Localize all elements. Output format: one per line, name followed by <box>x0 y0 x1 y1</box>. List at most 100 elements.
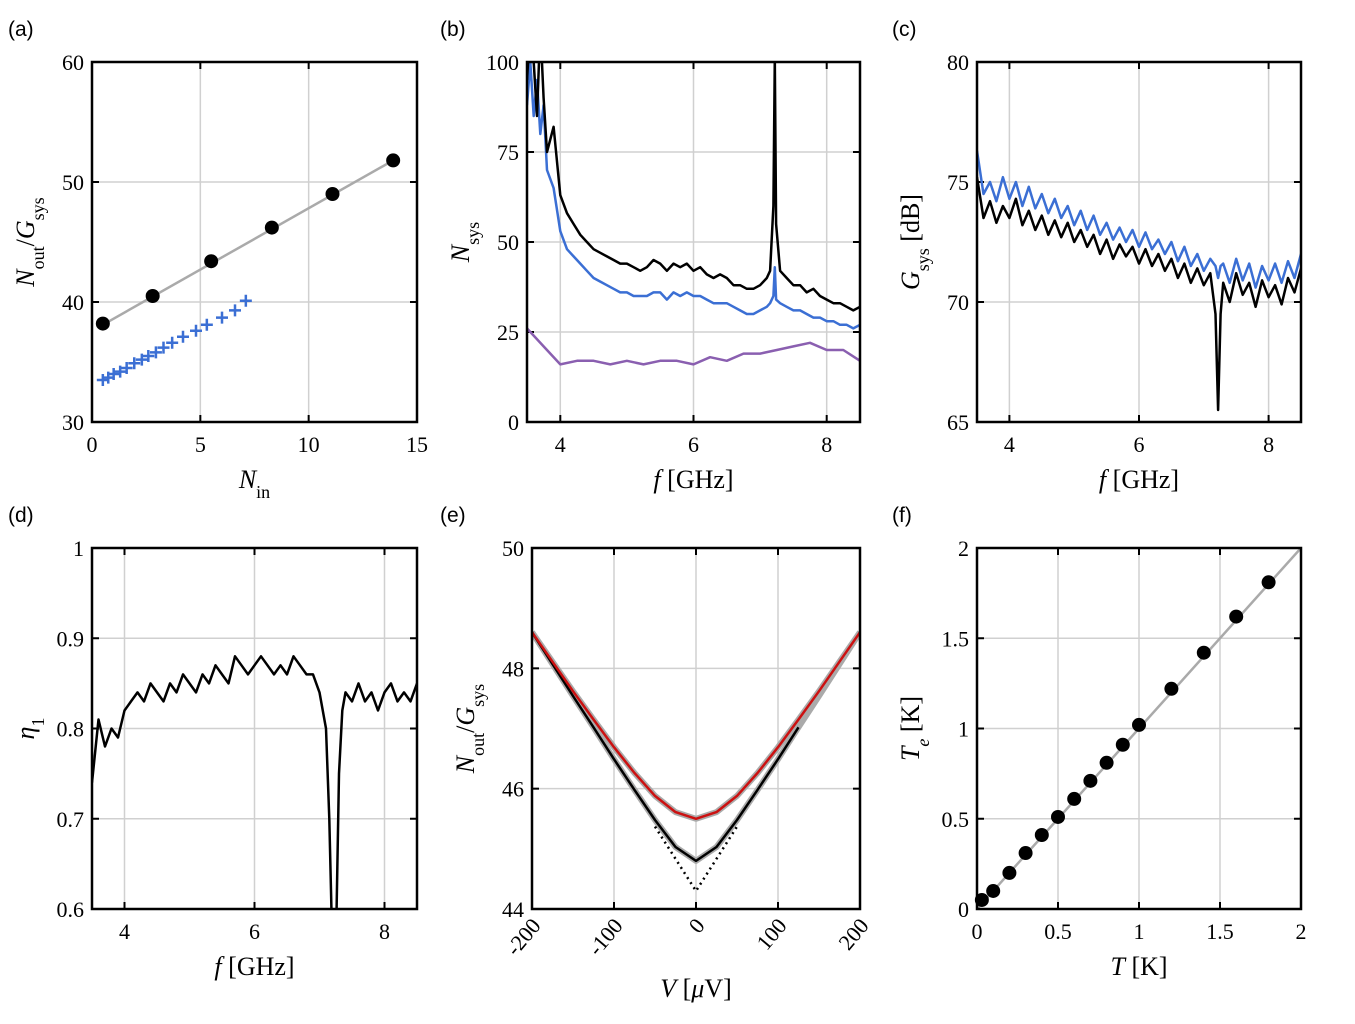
y-tick-label: 80 <box>947 50 969 75</box>
data-point <box>128 357 141 370</box>
y-tick-label: 40 <box>62 290 84 315</box>
x-tick-label: 0 <box>972 919 983 944</box>
label-part: G <box>11 220 40 239</box>
x-tick-label: 6 <box>1134 432 1145 457</box>
label-part: V <box>660 974 679 1003</box>
x-tick-label: 200 <box>833 913 873 954</box>
label-part: f <box>1099 465 1110 494</box>
label-part: N <box>238 465 258 494</box>
label-part: / <box>11 238 40 246</box>
y-tick-label: 1 <box>958 717 969 742</box>
plot-area <box>977 150 1301 412</box>
axes-frame <box>90 60 419 424</box>
data-point <box>974 892 989 907</box>
y-tick-label: 50 <box>497 230 519 255</box>
y-axis-label: Gsys [dB] <box>896 194 933 290</box>
x-axis-label: V [μV] <box>660 974 732 1003</box>
x-tick-label: 10 <box>298 432 320 457</box>
label-part: out <box>468 733 488 756</box>
label-part: [dB] <box>896 194 925 248</box>
data-point <box>1164 681 1179 696</box>
data-point <box>1018 846 1033 861</box>
label-part: sys <box>913 248 933 271</box>
label-part: G <box>896 271 925 290</box>
panel-1: (b) 4 6 8 0 25 50 75 100 f [GHz] Nsys <box>440 18 862 494</box>
label-part: η <box>11 727 40 740</box>
data-point <box>177 330 189 343</box>
x-tick-label: 15 <box>406 432 428 457</box>
data-point <box>1034 827 1049 842</box>
y-tick-label: 1 <box>73 536 84 561</box>
data-point <box>157 341 170 354</box>
data-point <box>1196 645 1211 660</box>
y-tick-label: 75 <box>497 140 519 165</box>
y-tick-label: 0.5 <box>942 807 970 832</box>
series-line <box>527 62 860 330</box>
y-tick-label: 44 <box>502 897 524 922</box>
axes-frame <box>525 60 862 424</box>
y-tick-label: 65 <box>947 410 969 435</box>
series-line <box>527 62 860 312</box>
data-point <box>107 368 120 380</box>
panel-label: (e) <box>440 504 466 527</box>
x-tick-label: 4 <box>555 432 566 457</box>
axes-frame <box>530 546 862 911</box>
label-part: μ <box>690 974 704 1003</box>
x-tick-label: 8 <box>821 432 832 457</box>
y-axis-label: η1 <box>11 718 48 740</box>
label-part: sys <box>468 684 488 707</box>
data-point <box>149 346 162 359</box>
x-axis-label: f [GHz] <box>214 952 294 981</box>
data-point <box>166 336 179 349</box>
panel-label: (a) <box>8 18 34 41</box>
data-point <box>1099 755 1114 770</box>
label-part: N <box>446 243 475 263</box>
panel-label: (d) <box>8 504 34 527</box>
label-part: T <box>896 745 925 761</box>
panel-3: (d)4 6 80.60.70.80.91f [GHz]η1 <box>8 504 419 981</box>
data-point <box>986 883 1001 898</box>
label-part: G <box>451 707 480 726</box>
label-part: [K] <box>896 696 925 739</box>
y-axis-label: Nsys <box>446 222 483 263</box>
data-point <box>264 220 279 235</box>
y-tick-label: 60 <box>62 50 84 75</box>
x-axis-label: f [GHz] <box>653 465 733 494</box>
data-point <box>142 350 155 362</box>
x-tick-label: 1 <box>1134 919 1145 944</box>
x-tick-label: 4 <box>119 919 130 944</box>
series-line <box>532 631 800 863</box>
y-tick-label: 50 <box>62 170 84 195</box>
series-line <box>527 327 860 366</box>
x-tick-label: 2 <box>1296 919 1307 944</box>
label-part: sys <box>28 197 48 220</box>
data-point <box>1115 737 1130 752</box>
x-tick-label: 5 <box>195 432 206 457</box>
series-line <box>977 150 1301 289</box>
label-part: 1 <box>28 718 48 727</box>
x-tick-label: -100 <box>583 913 628 960</box>
y-tick-label: 48 <box>502 656 524 681</box>
panel-label: (c) <box>892 18 917 41</box>
label-part: [GHz] <box>661 465 734 494</box>
y-tick-label: 25 <box>497 320 519 345</box>
data-point <box>386 153 401 168</box>
axes-frame <box>90 546 419 911</box>
label-part: out <box>28 246 48 269</box>
data-point <box>200 318 213 331</box>
x-axis-label: T [K] <box>1110 952 1167 981</box>
label-part: N <box>451 754 480 774</box>
y-tick-label: 70 <box>947 290 969 315</box>
label-part: [ <box>676 974 691 1003</box>
y-axis-label: Te [K] <box>896 696 933 761</box>
x-tick-label: 6 <box>249 919 260 944</box>
plot-area <box>532 630 860 893</box>
label-part: [GHz] <box>222 952 295 981</box>
y-tick-label: 0 <box>958 897 969 922</box>
data-point <box>216 311 228 324</box>
label-part: T <box>1110 952 1126 981</box>
label-part: [GHz] <box>1106 465 1179 494</box>
data-point <box>95 316 110 331</box>
